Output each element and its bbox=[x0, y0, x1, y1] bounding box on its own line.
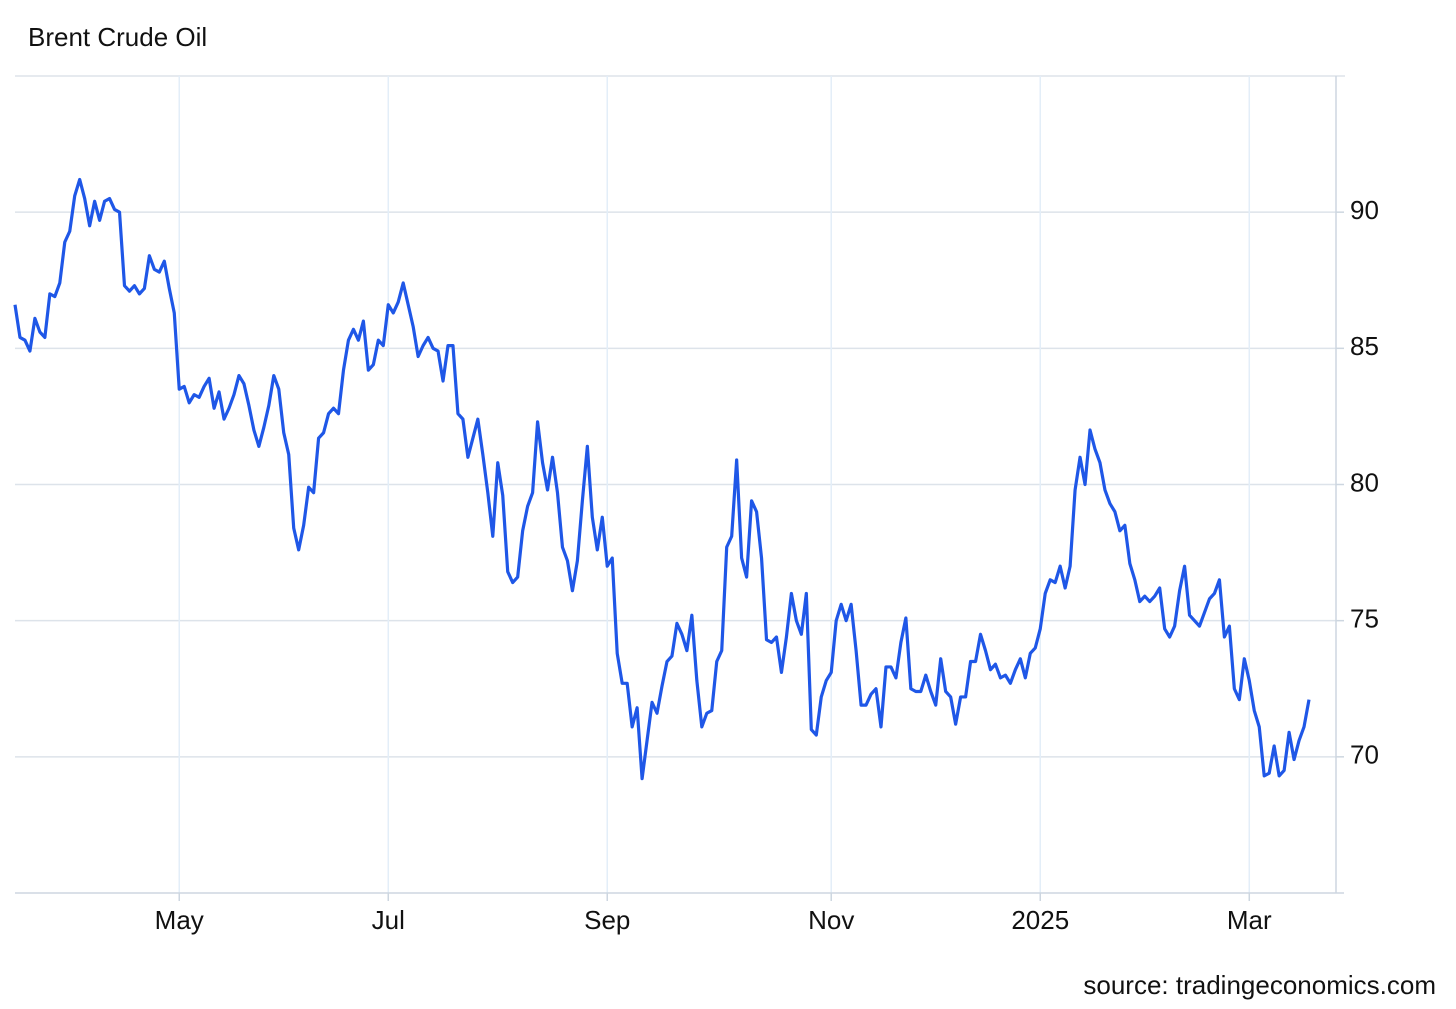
y-tick-label: 75 bbox=[1350, 604, 1379, 634]
x-tick-label: Jul bbox=[372, 905, 405, 935]
y-tick-label: 80 bbox=[1350, 467, 1379, 497]
chart-title: Brent Crude Oil bbox=[28, 22, 207, 52]
x-tick-label: May bbox=[155, 905, 204, 935]
x-tick-label: Nov bbox=[808, 905, 854, 935]
x-tick-label: 2025 bbox=[1011, 905, 1069, 935]
y-tick-label: 85 bbox=[1350, 331, 1379, 361]
x-tick-label: Sep bbox=[584, 905, 630, 935]
source-note: source: tradingeconomics.com bbox=[1083, 970, 1436, 1000]
x-tick-label: Mar bbox=[1227, 905, 1272, 935]
y-tick-label: 90 bbox=[1350, 195, 1379, 225]
y-tick-label: 70 bbox=[1350, 740, 1379, 770]
price-line bbox=[13, 177, 1311, 781]
